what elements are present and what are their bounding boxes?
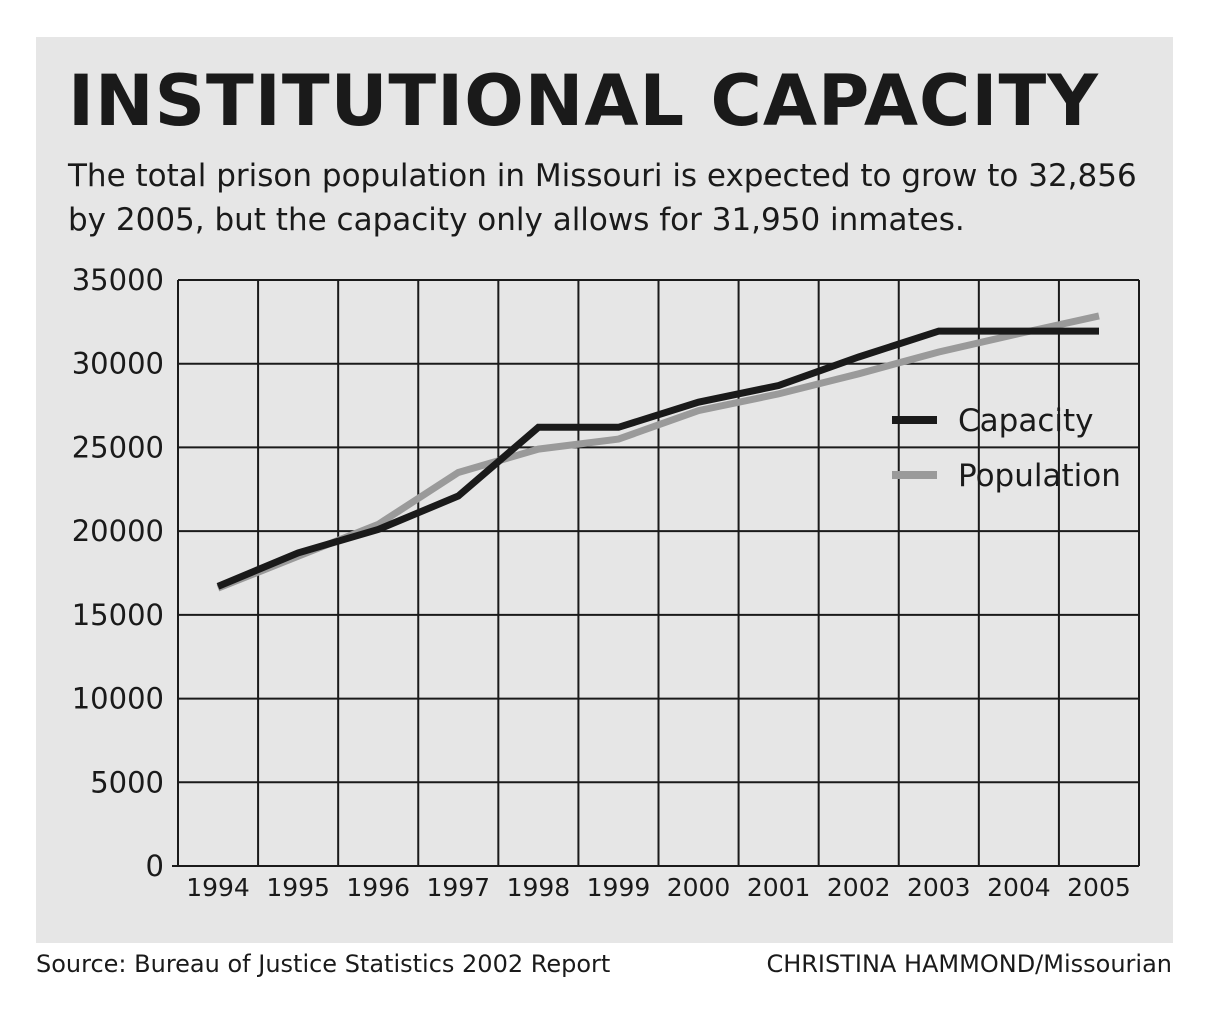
y-tick-label: 10000 xyxy=(72,682,164,716)
author-credit: CHRISTINA HAMMOND/Missourian xyxy=(766,950,1172,978)
x-tick-label: 1994 xyxy=(186,873,250,902)
x-tick-label: 2003 xyxy=(907,873,971,902)
legend-label-population: Population xyxy=(958,458,1121,494)
chart-title: INSTITUTIONAL CAPACITY xyxy=(68,60,1099,142)
x-tick-label: 1995 xyxy=(266,873,330,902)
y-axis-ticks: 0 5000 10000 15000 20000 25000 30000 35000 xyxy=(72,263,164,883)
source-note: Source: Bureau of Justice Statistics 200… xyxy=(36,950,611,978)
x-tick-label: 2002 xyxy=(827,873,891,902)
legend-label-capacity: Capacity xyxy=(958,403,1093,439)
series-line-capacity xyxy=(216,327,1099,590)
x-tick-label: 2004 xyxy=(987,873,1051,902)
x-tick-label: 1998 xyxy=(507,873,571,902)
chart-legend: Capacity Population xyxy=(892,403,1121,494)
series-line-population xyxy=(216,312,1100,592)
y-tick-label: 0 xyxy=(146,849,164,883)
y-tick-label: 35000 xyxy=(72,263,164,297)
x-axis-ticks: 1994 1995 1996 1997 1998 1999 2000 2001 2002 2003… xyxy=(186,873,1131,902)
x-tick-label: 2000 xyxy=(667,873,731,902)
x-tick-label: 2005 xyxy=(1067,873,1131,902)
y-tick-label: 25000 xyxy=(72,430,164,464)
y-tick-label: 5000 xyxy=(90,765,164,799)
y-tick-label: 15000 xyxy=(72,598,164,632)
chart-grid xyxy=(172,279,1140,867)
x-tick-label: 2001 xyxy=(747,873,811,902)
y-tick-label: 20000 xyxy=(72,514,164,548)
y-tick-label: 30000 xyxy=(72,347,164,381)
x-tick-label: 1999 xyxy=(587,873,651,902)
chart-series xyxy=(216,312,1100,592)
chart-panel xyxy=(36,37,1173,943)
chart-subtitle: The total prison population in Missouri … xyxy=(68,158,1137,238)
x-tick-label: 1996 xyxy=(346,873,410,902)
x-tick-label: 1997 xyxy=(426,873,490,902)
